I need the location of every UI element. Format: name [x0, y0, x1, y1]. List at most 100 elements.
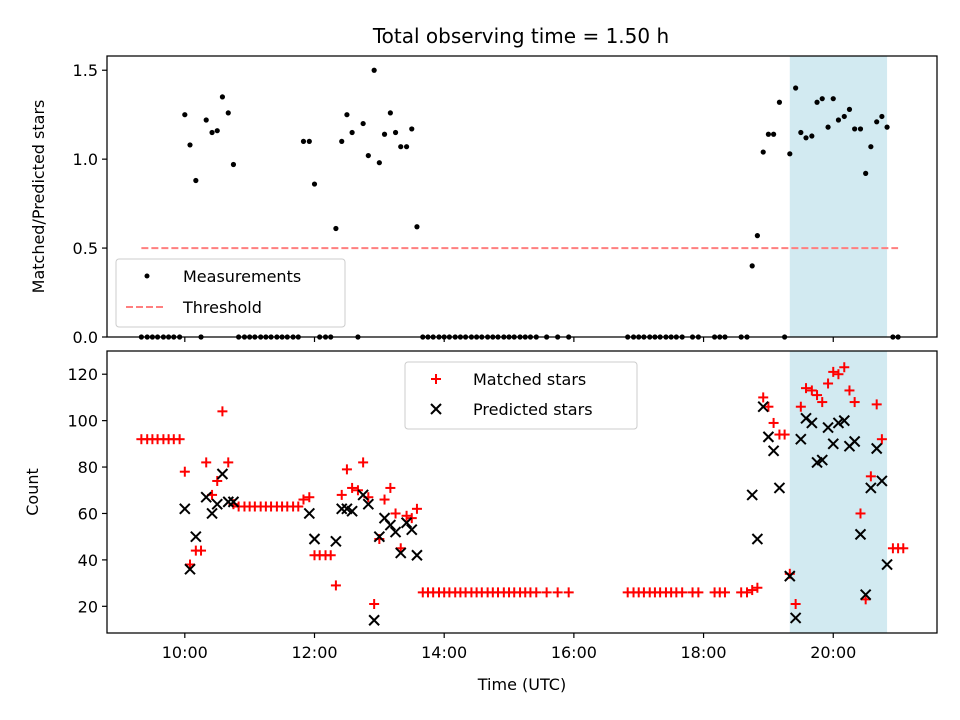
measurement-point: [360, 120, 366, 127]
count-legend-box: [404, 361, 638, 430]
ratio-legend: Measurements Threshold: [115, 258, 346, 328]
predicted-star-point: [406, 524, 418, 536]
measurement-point: [344, 112, 350, 118]
predicted-star-point: [757, 400, 769, 413]
figure-title: Total observing time = 1.50 h: [372, 24, 669, 48]
predicted-star-point: [395, 547, 407, 559]
matched-star-point: [865, 471, 876, 482]
measurement-point: [787, 151, 793, 157]
measurement-point: [852, 126, 858, 132]
time-x-tick-label: 10:00: [162, 643, 208, 662]
predicted-star-point: [222, 496, 234, 508]
predicted-star-point: [848, 435, 861, 448]
matched-star-point: [758, 392, 769, 403]
count-y-tick-label: 120: [67, 365, 98, 384]
predicted-star-point: [881, 558, 893, 571]
measurement-point: [884, 124, 890, 130]
measurement-point: [874, 119, 880, 125]
matched-star-point: [898, 543, 909, 554]
measurement-point: [209, 129, 215, 136]
matched-star-point: [719, 587, 730, 598]
measurement-point: [879, 113, 885, 120]
predicted-star-point: [773, 482, 786, 494]
count-y-tick-label: 60: [78, 504, 98, 523]
measurement-point: [868, 144, 874, 150]
predicted-star-point: [767, 445, 780, 457]
predicted-star-point: [200, 491, 212, 503]
measurement-point: [339, 138, 345, 144]
matched-star-point: [341, 464, 352, 475]
matched-star-point: [223, 457, 234, 468]
measurement-point: [193, 177, 199, 184]
observing-window-span: [789, 56, 888, 337]
measurement-point: [749, 263, 755, 269]
measurement-point: [846, 106, 853, 112]
predicted-star-point: [762, 431, 775, 443]
count-panel-frame: [106, 350, 938, 634]
predicted-star-point: [362, 498, 375, 510]
measurement-point: [371, 67, 377, 73]
measurement-point: [381, 131, 388, 137]
matched-star-point: [217, 406, 228, 417]
ratio-y-tick-label: 0.5: [73, 239, 98, 258]
predicted-legend-label: Predicted stars: [473, 400, 593, 419]
threshold-legend-label: Threshold: [182, 298, 262, 317]
time-x-tick-label: 20:00: [810, 643, 856, 662]
ratio-panel: 0.0 0.5 1.0 1.5 Matched/Predicted stars Mea…: [29, 55, 938, 347]
predicted-star-point: [865, 482, 877, 494]
measurement-point: [376, 160, 382, 166]
predicted-star-point: [346, 505, 358, 517]
measurement-point: [333, 225, 339, 232]
predicted-star-point: [822, 421, 834, 434]
measurement-point: [803, 135, 809, 141]
predicted-star-point: [411, 549, 423, 561]
matched-star-point: [401, 510, 412, 521]
matched-legend-label: Matched stars: [473, 370, 586, 389]
matched-star-point: [833, 369, 844, 380]
matched-star-point: [779, 429, 790, 440]
predicted-star-point: [184, 563, 196, 575]
measurement-point: [398, 144, 404, 150]
matched-star-point: [844, 385, 855, 396]
matched-star-point: [212, 475, 223, 486]
count-y-tick-label: 20: [78, 597, 98, 616]
ratio-y-tick-label: 1.5: [73, 61, 98, 80]
matched-star-point: [563, 587, 574, 598]
matched-star-point: [876, 434, 887, 445]
matched-star-point: [795, 401, 806, 412]
time-x-tick-label: 18:00: [681, 643, 727, 662]
matched-star-point: [330, 580, 341, 591]
time-x-tick-label: 16:00: [551, 643, 597, 662]
matched-star-point: [304, 492, 315, 503]
measurement-point: [187, 142, 193, 148]
measurement-point: [409, 126, 415, 132]
predicted-star-point: [336, 503, 348, 515]
matched-star-point: [293, 501, 304, 512]
ratio-y-axis-label: Matched/Predicted stars: [29, 100, 48, 294]
measurement-point: [760, 149, 766, 155]
matched-star-point: [179, 466, 190, 477]
predicted-star-point: [211, 498, 223, 510]
predicted-star-point: [373, 530, 386, 543]
predicted-star-point: [179, 503, 191, 515]
measurement-point: [830, 96, 836, 102]
matched-star-point: [823, 378, 834, 389]
predicted-star-point: [784, 570, 796, 582]
predicted-star-point: [854, 528, 867, 541]
measurement-point: [765, 131, 772, 137]
measurement-point: [219, 94, 226, 100]
measurement-point: [835, 117, 842, 123]
predicted-star-point: [746, 489, 758, 501]
matched-star-point: [747, 585, 758, 596]
predicted-legend-symbol: [430, 403, 442, 415]
matched-star-point: [358, 457, 369, 468]
matched-star-point: [369, 598, 380, 609]
measurement-point: [214, 128, 220, 134]
matched-star-point: [742, 587, 753, 598]
matched-star-point: [390, 508, 401, 519]
matched-star-point: [174, 434, 185, 445]
measurement-point: [387, 110, 393, 116]
matched-legend-marker: [431, 374, 441, 384]
count-y-axis-label: Count: [23, 468, 42, 516]
predicted-star-point: [216, 468, 229, 480]
